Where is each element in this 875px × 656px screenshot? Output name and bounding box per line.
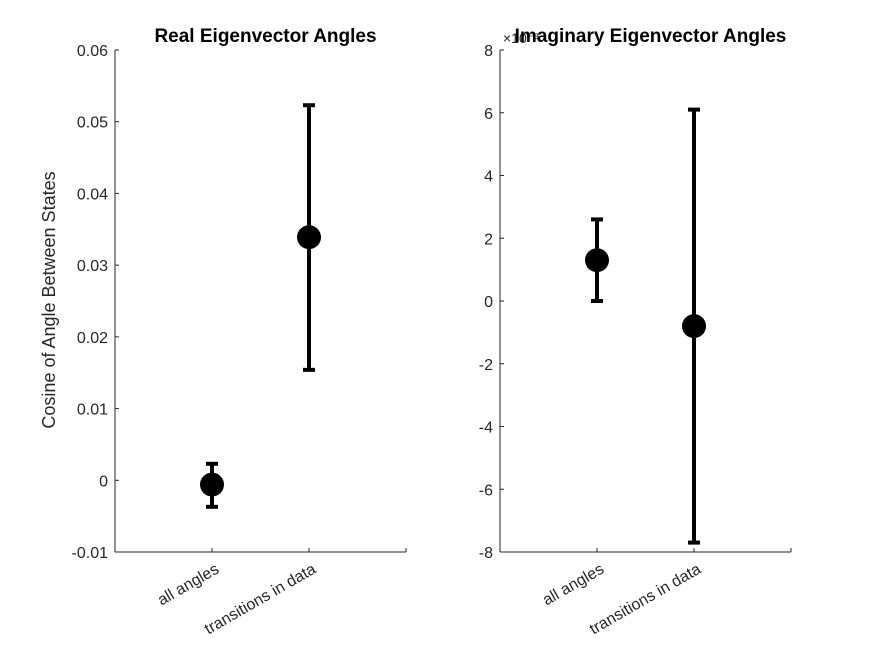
y-tick-label: -2 (479, 357, 493, 374)
y-tick-label: 2 (484, 231, 493, 248)
chart-title: Imaginary Eigenvector Angles (515, 26, 787, 47)
y-tick-label: -6 (479, 482, 493, 499)
x-tick-label: all angles (155, 561, 222, 610)
data-point (682, 314, 706, 339)
y-axis-label: Cosine of Angle Between States (39, 171, 59, 428)
y-tick-label: 0.06 (77, 43, 108, 60)
y-tick-label: 8 (484, 43, 493, 60)
y-tick-label: 0.04 (77, 186, 108, 203)
y-tick-label: 4 (484, 169, 493, 186)
y-tick-label: 0 (99, 473, 108, 490)
y-tick-label: 0.03 (77, 258, 108, 275)
y-tick-label: 0.05 (77, 115, 108, 132)
y-axis-exponent-label: ×10⁻³ (503, 30, 539, 46)
y-tick-label: 6 (484, 106, 493, 123)
data-point (585, 248, 609, 273)
y-tick-label: -0.01 (72, 545, 109, 562)
y-tick-label: 0 (484, 294, 493, 311)
x-tick-label: all angles (540, 561, 607, 610)
y-tick-label: -4 (479, 420, 493, 437)
chart-title: Real Eigenvector Angles (154, 26, 376, 47)
data-point (297, 225, 321, 250)
y-tick-label: -8 (479, 545, 493, 562)
y-tick-label: 0.02 (77, 330, 108, 347)
y-tick-label: 0.01 (77, 402, 108, 419)
data-point (200, 472, 224, 497)
